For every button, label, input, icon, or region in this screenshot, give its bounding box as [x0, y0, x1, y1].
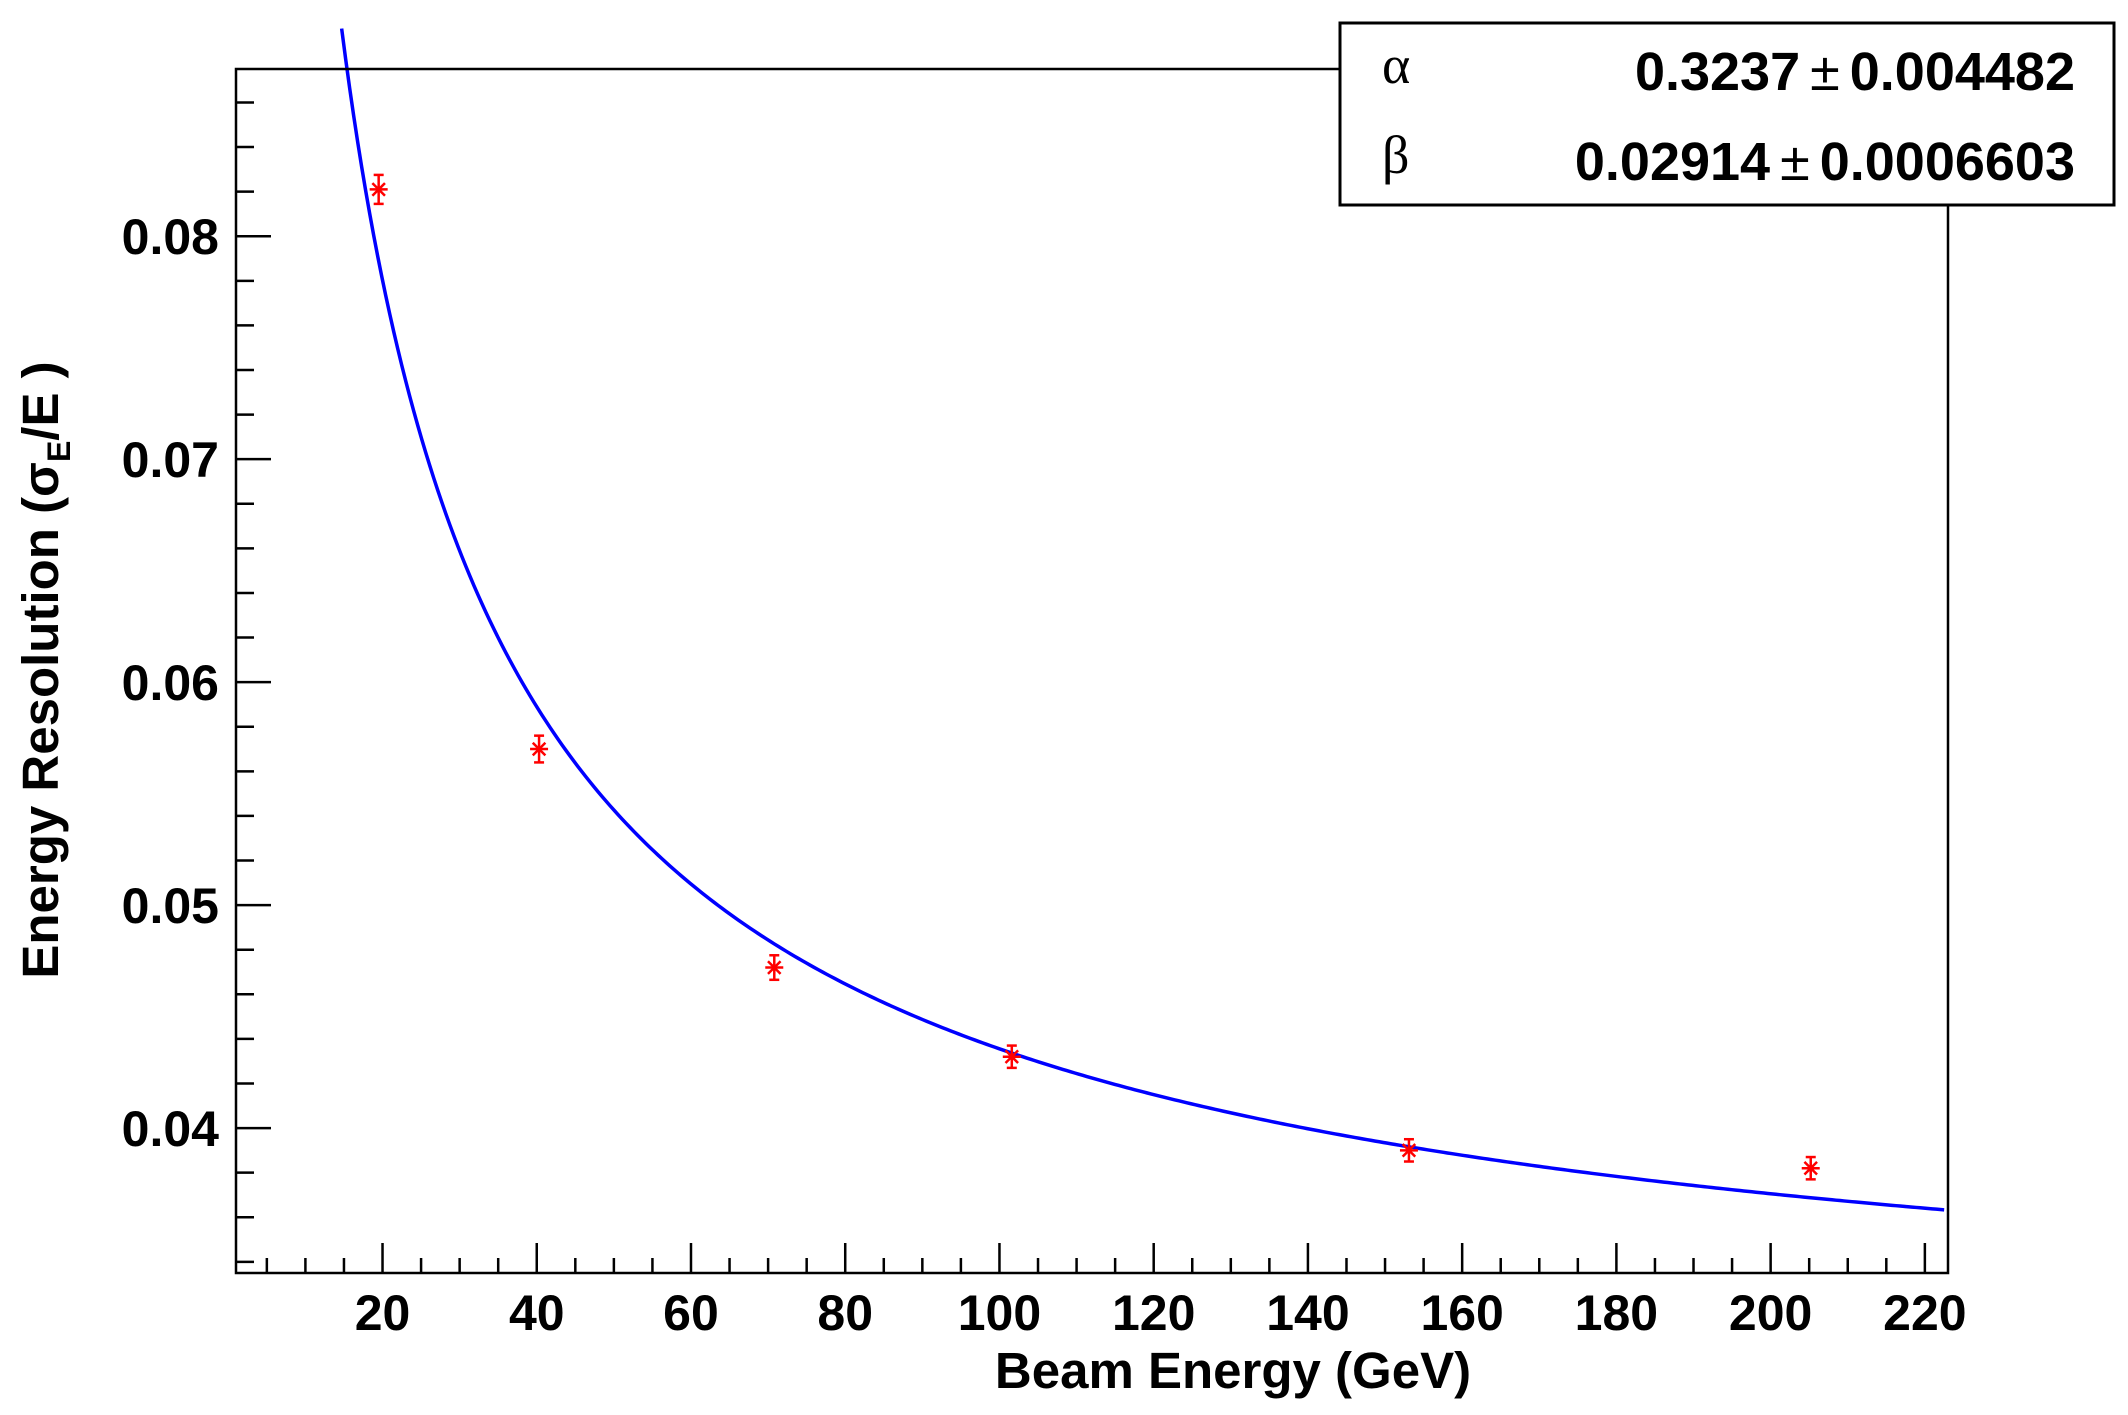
data-point — [1801, 1155, 1820, 1181]
data-point — [530, 734, 549, 764]
y-tick-label: 0.05 — [122, 878, 219, 934]
data-point — [1002, 1044, 1021, 1070]
legend-alpha-error: 0.004482 — [1850, 42, 2075, 102]
x-tick-label: 160 — [1420, 1285, 1503, 1341]
y-axis-title-subscript: E — [41, 441, 77, 462]
x-tick-label: 120 — [1112, 1285, 1195, 1341]
legend-beta-error: 0.0006603 — [1820, 132, 2075, 192]
legend-beta-value-number: 0.02914 — [1575, 132, 1770, 192]
fit-curve-layer — [339, 28, 1945, 1212]
y-tick-label: 0.06 — [122, 655, 219, 711]
x-tick-label: 140 — [1266, 1285, 1349, 1341]
legend-beta-symbol: β — [1382, 125, 1409, 185]
y-axis-title: Energy Resolution (σE/E ) — [12, 361, 77, 978]
data-point — [765, 954, 784, 982]
star-marker-d2 — [1401, 1143, 1417, 1158]
x-axis: 20 40 60 80 100 120 140 160 180 200 220 — [265, 1243, 1967, 1341]
y-tick-label: 0.07 — [122, 432, 219, 488]
data-point — [369, 173, 388, 206]
star-marker-d2 — [531, 741, 547, 757]
x-tick-label: 60 — [663, 1285, 719, 1341]
x-tick-label: 40 — [509, 1285, 565, 1341]
star-marker-d2 — [767, 960, 782, 975]
y-tick-label: 0.08 — [122, 209, 219, 265]
x-tick-label: 180 — [1575, 1285, 1658, 1341]
legend-alpha-value-number: 0.3237 — [1635, 42, 1800, 102]
legend-box — [1338, 21, 2116, 207]
legend-beta-value: 0.02914 ±0.0006603 — [1575, 132, 2075, 192]
y-axis: 0.04 0.05 0.06 0.07 0.08 — [122, 101, 271, 1264]
x-tick-label: 100 — [958, 1285, 1041, 1341]
y-axis-title-prefix: Energy Resolution ( — [12, 497, 69, 979]
plot-frame — [234, 67, 1950, 1275]
data-points-layer — [369, 173, 1820, 1181]
data-point — [1399, 1137, 1418, 1163]
fit-curve — [339, 28, 1945, 1212]
y-tick-label: 0.04 — [122, 1101, 220, 1157]
legend-alpha-pm: ± — [1810, 42, 1840, 102]
legend-beta-pm: ± — [1780, 132, 1810, 192]
y-axis-title-sigma: σ — [12, 462, 69, 497]
fit-parameters-legend: α 0.3237 ±0.004482 β 0.02914 ±0.0006603 — [1338, 21, 2116, 207]
legend-alpha-symbol: α — [1382, 35, 1410, 95]
x-axis-title: Beam Energy (GeV) — [995, 1342, 1471, 1399]
star-marker-d2 — [1803, 1161, 1818, 1176]
x-tick-label: 20 — [355, 1285, 411, 1341]
y-axis-title-suffix: /E ) — [12, 361, 69, 440]
legend-alpha-value: 0.3237 ±0.004482 — [1635, 42, 2075, 102]
star-marker-d2 — [1004, 1049, 1019, 1064]
x-tick-label: 80 — [817, 1285, 873, 1341]
x-tick-label: 220 — [1883, 1285, 1966, 1341]
x-tick-label: 200 — [1729, 1285, 1812, 1341]
star-marker-d2 — [371, 182, 386, 197]
